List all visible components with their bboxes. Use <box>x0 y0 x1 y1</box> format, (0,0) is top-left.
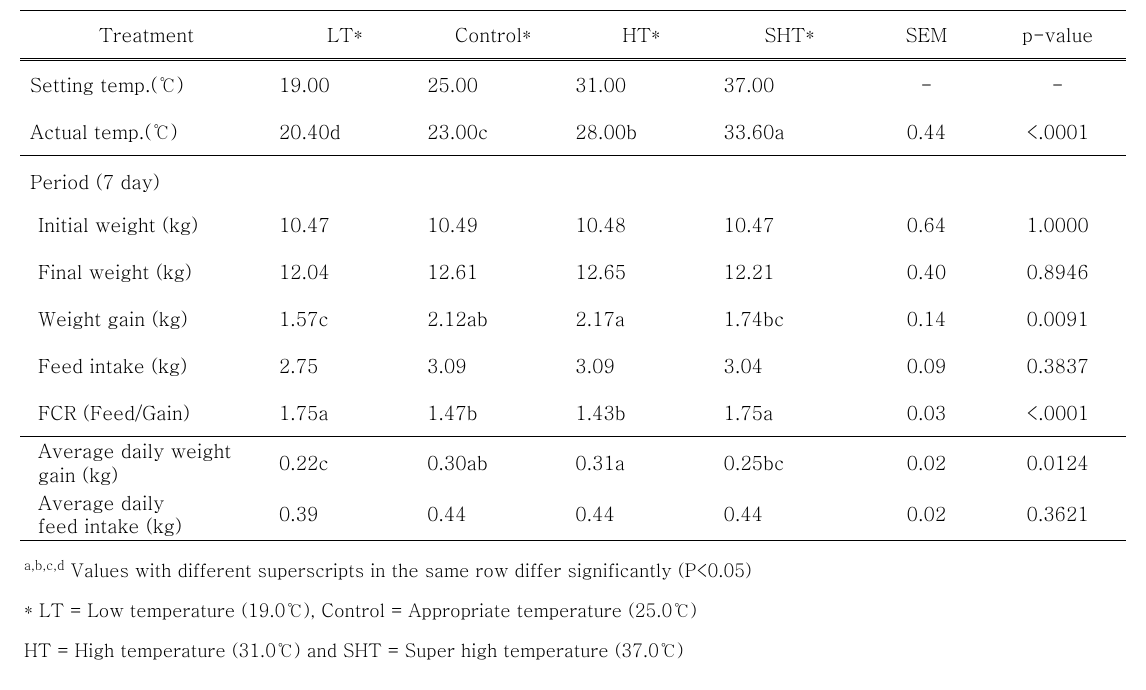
cell-lt: 1.57c <box>271 295 419 342</box>
footnote-superscript: a,b,c,d <box>24 555 64 574</box>
cell-pval: - <box>989 60 1126 109</box>
table-header-row: Treatment LT* Control* HT* SHT* SEM p-va… <box>20 11 1126 60</box>
row-label: Feed intake (kg) <box>20 342 271 389</box>
cell-control: 25.00 <box>419 60 567 109</box>
cell-ht: 28.00b <box>567 108 715 156</box>
cell-ht: 10.48 <box>567 201 715 248</box>
cell-sht: 1.75a <box>716 389 864 437</box>
cell-control: 1.47b <box>419 389 567 437</box>
cell-sem: 0.02 <box>864 489 989 541</box>
cell-sht: 1.74bc <box>716 295 864 342</box>
footnote-line-2: * LT = Low temperature (19.0℃), Control … <box>24 594 1126 628</box>
row-label: Setting temp.(℃) <box>20 60 271 109</box>
cell-lt: 0.39 <box>271 489 419 541</box>
cell-pval: 0.0091 <box>989 295 1126 342</box>
cell-ht: 2.17a <box>567 295 715 342</box>
cell-lt: 2.75 <box>271 342 419 389</box>
period-header-row: Period (7 day) <box>20 156 1126 202</box>
table-row: Final weight (kg) 12.04 12.61 12.65 12.2… <box>20 248 1126 295</box>
cell-control: 0.30ab <box>419 437 567 489</box>
cell-sem: 0.09 <box>864 342 989 389</box>
footnotes: a,b,c,d Values with different superscrip… <box>20 553 1126 669</box>
cell-lt: 19.00 <box>271 60 419 109</box>
cell-sem: 0.40 <box>864 248 989 295</box>
cell-lt: 20.40d <box>271 108 419 156</box>
cell-sht: 0.44 <box>716 489 864 541</box>
cell-sem: 0.03 <box>864 389 989 437</box>
cell-pval: 0.3837 <box>989 342 1126 389</box>
row-label: Initial weight (kg) <box>20 201 271 248</box>
cell-sem: 0.02 <box>864 437 989 489</box>
col-header-pval: p-value <box>989 11 1126 60</box>
cell-pval: 1.0000 <box>989 201 1126 248</box>
row-label: Weight gain (kg) <box>20 295 271 342</box>
col-header-treatment: Treatment <box>20 11 271 60</box>
cell-ht: 1.43b <box>567 389 715 437</box>
cell-sem: - <box>864 60 989 109</box>
cell-control: 12.61 <box>419 248 567 295</box>
cell-pval: 0.3621 <box>989 489 1126 541</box>
cell-sht: 12.21 <box>716 248 864 295</box>
cell-ht: 31.00 <box>567 60 715 109</box>
col-header-sem: SEM <box>864 11 989 60</box>
cell-pval: 0.0124 <box>989 437 1126 489</box>
col-header-sht: SHT* <box>716 11 864 60</box>
footnote-text: Values with different superscripts in th… <box>64 558 751 583</box>
cell-ht: 0.31a <box>567 437 715 489</box>
period-header: Period (7 day) <box>20 156 1126 202</box>
cell-pval: <.0001 <box>989 389 1126 437</box>
cell-control: 23.00c <box>419 108 567 156</box>
row-label: Final weight (kg) <box>20 248 271 295</box>
table-row: Weight gain (kg) 1.57c 2.12ab 2.17a 1.74… <box>20 295 1126 342</box>
cell-ht: 12.65 <box>567 248 715 295</box>
col-header-lt: LT* <box>271 11 419 60</box>
table-row: FCR (Feed/Gain) 1.75a 1.47b 1.43b 1.75a … <box>20 389 1126 437</box>
cell-sht: 3.04 <box>716 342 864 389</box>
cell-sem: 0.14 <box>864 295 989 342</box>
table-row: Average dailyfeed intake (kg) 0.39 0.44 … <box>20 489 1126 541</box>
table-row: Initial weight (kg) 10.47 10.49 10.48 10… <box>20 201 1126 248</box>
cell-sht: 0.25bc <box>716 437 864 489</box>
row-label: FCR (Feed/Gain) <box>20 389 271 437</box>
cell-lt: 12.04 <box>271 248 419 295</box>
table-row: Actual temp.(℃) 20.40d 23.00c 28.00b 33.… <box>20 108 1126 156</box>
cell-lt: 1.75a <box>271 389 419 437</box>
cell-pval: <.0001 <box>989 108 1126 156</box>
cell-ht: 0.44 <box>567 489 715 541</box>
row-label: Average daily weightgain (kg) <box>20 437 271 489</box>
row-label: Average dailyfeed intake (kg) <box>20 489 271 541</box>
cell-lt: 0.22c <box>271 437 419 489</box>
footnote-line-1: a,b,c,d Values with different superscrip… <box>24 553 1126 588</box>
cell-control: 2.12ab <box>419 295 567 342</box>
footnote-line-3: HT = High temperature (31.0℃) and SHT = … <box>24 634 1126 668</box>
table-row: Average daily weightgain (kg) 0.22c 0.30… <box>20 437 1126 489</box>
cell-sem: 0.64 <box>864 201 989 248</box>
cell-sht: 10.47 <box>716 201 864 248</box>
cell-sht: 33.60a <box>716 108 864 156</box>
cell-lt: 10.47 <box>271 201 419 248</box>
cell-sht: 37.00 <box>716 60 864 109</box>
cell-control: 0.44 <box>419 489 567 541</box>
cell-control: 3.09 <box>419 342 567 389</box>
cell-control: 10.49 <box>419 201 567 248</box>
col-header-control: Control* <box>419 11 567 60</box>
row-label: Actual temp.(℃) <box>20 108 271 156</box>
col-header-ht: HT* <box>567 11 715 60</box>
table-row: Feed intake (kg) 2.75 3.09 3.09 3.04 0.0… <box>20 342 1126 389</box>
cell-ht: 3.09 <box>567 342 715 389</box>
table-row: Setting temp.(℃) 19.00 25.00 31.00 37.00… <box>20 60 1126 109</box>
cell-pval: 0.8946 <box>989 248 1126 295</box>
results-table: Treatment LT* Control* HT* SHT* SEM p-va… <box>20 10 1126 541</box>
cell-sem: 0.44 <box>864 108 989 156</box>
